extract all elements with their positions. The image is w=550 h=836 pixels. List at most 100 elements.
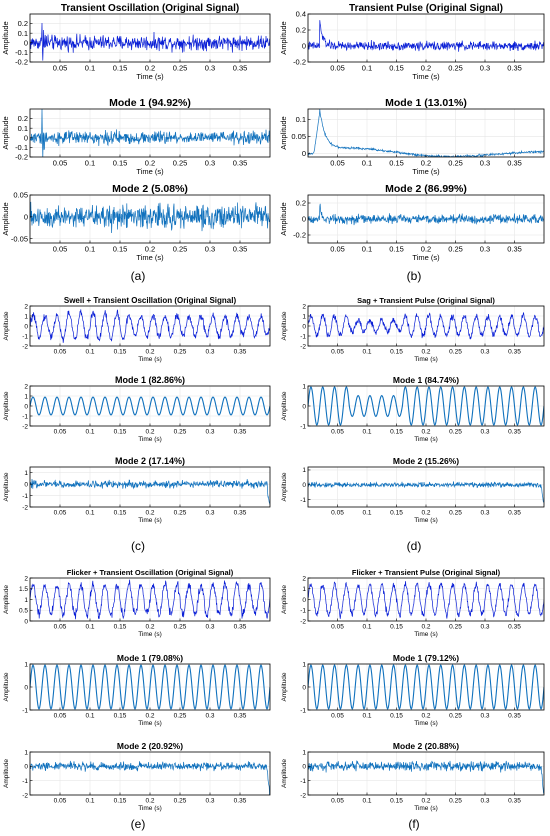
x-tick-label: 0.15 [390, 349, 403, 356]
x-tick-label: 0.15 [389, 159, 404, 168]
y-tick-label: 0.1 [296, 115, 306, 124]
y-axis-label: Amplitude [1, 116, 10, 149]
x-tick-label: 0.1 [362, 798, 371, 805]
x-tick-label: 0.05 [330, 159, 345, 168]
subplot-title: Mode 1 (94.92%) [109, 97, 191, 109]
x-tick-label: 0.2 [145, 798, 154, 805]
y-axis-label: Amplitude [1, 202, 10, 235]
subplot-title: Flicker + Transient Oscillation (Origina… [67, 568, 234, 577]
x-tick-label: 0.25 [449, 349, 462, 356]
x-tick-label: 0.2 [145, 624, 154, 631]
x-tick-label: 0.1 [85, 510, 94, 517]
x-tick-label: 0.25 [448, 245, 463, 254]
y-tick-label: -1 [22, 778, 28, 785]
x-tick-label: 0.1 [362, 713, 371, 720]
y-tick-label: -1 [300, 497, 306, 504]
x-tick-label: 0.25 [174, 429, 187, 436]
x-tick-label: 0.15 [389, 245, 404, 254]
series-line [30, 396, 270, 416]
y-tick-label: 0.4 [296, 10, 306, 19]
series-line [30, 760, 270, 795]
x-axis-label: Time (s) [138, 631, 162, 638]
y-tick-label: 0 [24, 133, 28, 142]
x-tick-label: 0.35 [508, 798, 521, 805]
subplot-title: Transient Pulse (Original Signal) [349, 3, 503, 14]
x-tick-label: 0.3 [205, 798, 214, 805]
y-tick-label: 1 [302, 586, 306, 593]
subplot-d-2: Mode 1 (84.74%) 0.05 0.1 0.15 0.2 0.25 0.3 0.35… [281, 375, 545, 443]
y-tick-label: 1 [302, 661, 306, 668]
x-tick-label: 0.1 [362, 159, 372, 168]
x-tick-label: 0.35 [233, 245, 248, 254]
x-tick-label: 0.15 [113, 245, 128, 254]
y-tick-label: 1 [24, 313, 28, 320]
x-axis-label: Time (s) [136, 253, 164, 262]
y-tick-label: -2 [22, 792, 28, 799]
series-line [30, 109, 270, 157]
y-tick-label: 1 [24, 749, 28, 756]
x-tick-label: 0.05 [54, 798, 67, 805]
y-tick-label: 0 [24, 38, 28, 47]
x-tick-label: 0.05 [331, 798, 344, 805]
x-tick-label: 0.2 [421, 349, 430, 356]
y-tick-label: 2 [24, 575, 28, 582]
y-tick-label: -1 [300, 778, 306, 785]
y-axis-label: Amplitude [281, 391, 288, 420]
x-tick-label: 0.2 [145, 349, 154, 356]
x-tick-label: 0.35 [508, 429, 521, 436]
y-tick-label: 1 [302, 749, 306, 756]
x-tick-label: 0.15 [389, 64, 404, 73]
y-tick-label: 0 [302, 42, 306, 51]
y-tick-label: 0 [24, 684, 28, 691]
x-tick-label: 0.25 [448, 159, 463, 168]
y-tick-label: -0.2 [293, 231, 306, 240]
x-tick-label: 0.1 [85, 713, 94, 720]
y-axis-label: Amplitude [279, 202, 288, 235]
x-tick-label: 0.35 [233, 159, 248, 168]
x-tick-label: 0.05 [53, 159, 68, 168]
x-tick-label: 0.35 [234, 510, 247, 517]
subplot-a-1: Transient Oscillation (Original Signal) 0… [1, 3, 271, 81]
x-tick-label: 0.05 [330, 64, 345, 73]
x-tick-label: 0.05 [331, 349, 344, 356]
x-tick-label: 0.3 [205, 64, 215, 73]
x-tick-label: 0.05 [54, 624, 67, 631]
y-axis-label: Amplitude [3, 585, 10, 614]
x-tick-label: 0.2 [145, 429, 154, 436]
x-tick-label: 0.05 [331, 624, 344, 631]
subplot-a-2: Mode 1 (94.92%) 0.05 0.1 0.15 0.2 0.25 0.3 0.35… [1, 97, 271, 176]
series-line [308, 203, 544, 226]
y-tick-label: -0.2 [15, 58, 28, 67]
x-tick-label: 0.05 [53, 64, 68, 73]
subplot-title: Mode 1 (79.08%) [117, 653, 183, 663]
y-tick-label: 0 [302, 149, 306, 158]
y-tick-label: 1 [24, 393, 28, 400]
y-tick-label: -1 [22, 707, 28, 714]
series-line [30, 664, 270, 710]
x-tick-label: 0.25 [174, 713, 187, 720]
x-tick-label: 0.15 [390, 713, 403, 720]
x-tick-label: 0.15 [390, 510, 403, 517]
x-tick-label: 0.15 [113, 159, 128, 168]
x-tick-label: 0.1 [85, 798, 94, 805]
y-tick-label: 0.2 [18, 19, 28, 28]
y-axis-label: Amplitude [279, 116, 288, 149]
y-tick-label: 0 [24, 212, 28, 221]
x-tick-label: 0.1 [362, 510, 371, 517]
x-tick-label: 0.05 [54, 713, 67, 720]
x-tick-label: 0.2 [145, 245, 155, 254]
x-tick-label: 0.35 [234, 624, 247, 631]
y-tick-label: -1 [300, 608, 306, 615]
y-tick-label: 0.1 [18, 124, 28, 133]
x-tick-label: 0.1 [85, 624, 94, 631]
subplot-title: Mode 2 (20.88%) [393, 741, 459, 751]
series-line [308, 312, 544, 340]
x-tick-label: 0.35 [507, 159, 522, 168]
subplot-title: Mode 2 (20.92%) [117, 741, 183, 751]
series-line [308, 760, 544, 794]
y-tick-label: 0 [24, 481, 28, 488]
y-tick-label: 2 [24, 303, 28, 310]
x-axis-label: Time (s) [414, 436, 438, 443]
y-tick-label: -0.2 [293, 58, 306, 67]
